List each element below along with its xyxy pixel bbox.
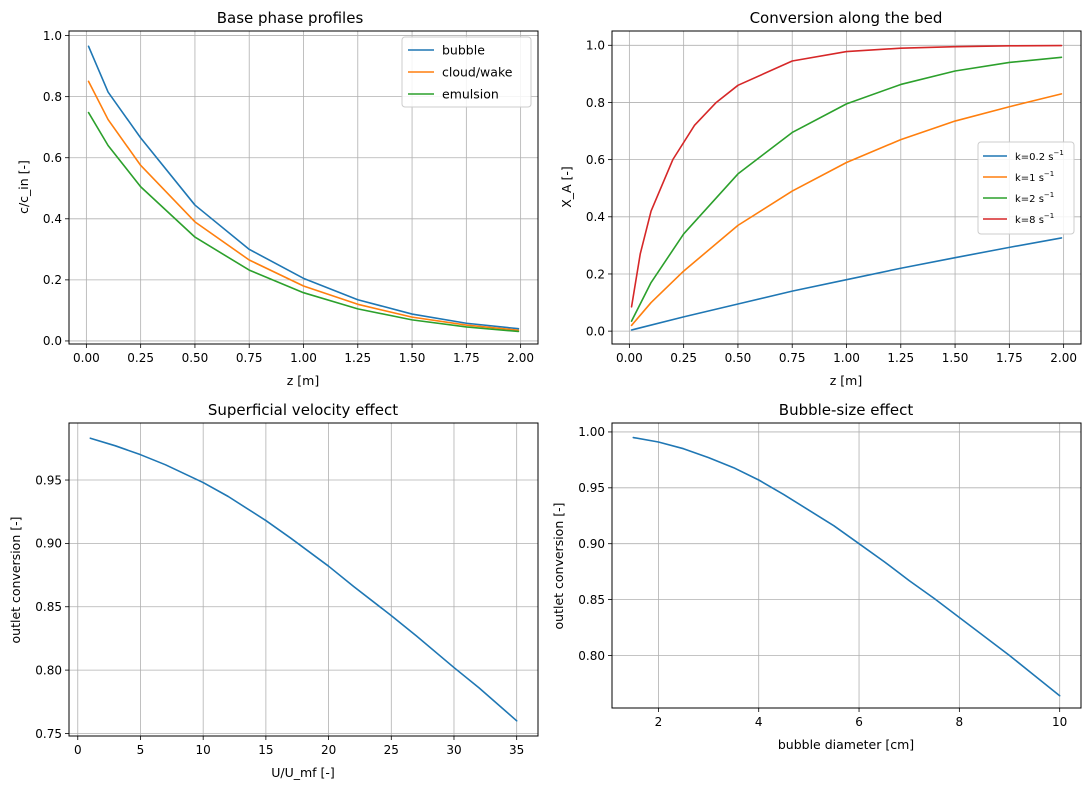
x-tick-label: 1.50 — [942, 351, 969, 365]
x-tick-label: 0.75 — [779, 351, 806, 365]
x-tick-label: 20 — [321, 743, 336, 757]
x-tick-label: 35 — [509, 743, 524, 757]
axes-frame — [611, 422, 1082, 709]
x-axis-label: bubble diameter [cm] — [778, 737, 914, 752]
axes-frame — [68, 422, 539, 737]
chart-title: Superficial velocity effect — [208, 401, 398, 419]
x-tick-label: 8 — [956, 715, 964, 729]
series-line-k-2-s-1 — [630, 56, 1063, 322]
y-axis-label: outlet conversion [-] — [8, 517, 23, 644]
series-line-curve — [89, 437, 518, 722]
legend-entry-cloud-wake: cloud/wake — [442, 65, 513, 80]
series-line-k-0-2-s-1 — [630, 237, 1063, 331]
x-axis-label: U/U_mf [-] — [271, 765, 335, 780]
x-tick-label: 1.75 — [453, 351, 480, 365]
x-axis-label: z [m] — [830, 373, 862, 388]
chart-title: Bubble-size effect — [779, 401, 914, 419]
legend-entry-k-8: k=8 s−1 — [1015, 212, 1054, 226]
y-tick-label: 0.85 — [35, 600, 62, 614]
x-tick-label: 0.75 — [236, 351, 263, 365]
legend-box — [977, 141, 1075, 235]
subplot-base-phase-profiles: Base phase profiles z [m] c/c_in [-] 0.0… — [16, 9, 539, 388]
y-tick-label: 0.85 — [578, 593, 605, 607]
x-tick-label: 0.50 — [182, 351, 209, 365]
y-tick-label: 0.6 — [586, 153, 605, 167]
x-tick-label: 0.00 — [616, 351, 643, 365]
x-tick-label: 2.00 — [1050, 351, 1077, 365]
series-line-k-1-s-1 — [630, 93, 1063, 327]
x-tick-label: 2 — [655, 715, 663, 729]
legend-entry-bubble: bubble — [442, 43, 485, 58]
x-tick-label: 0.25 — [127, 351, 154, 365]
x-axis-label: z [m] — [287, 373, 319, 388]
y-tick-label: 0.8 — [43, 90, 62, 104]
legend-entry-k-2: k=2 s−1 — [1015, 191, 1054, 205]
legend-entry-k-1: k=1 s−1 — [1015, 170, 1054, 184]
subplot-conversion-along-the-bed: Conversion along the bed z [m] X_A [-] 0… — [559, 9, 1082, 388]
legend: k=0.2 s−1 k=1 s−1 k=2 s−1 k=8 s−1 — [977, 141, 1075, 235]
y-axis-label: c/c_in [-] — [16, 160, 31, 214]
y-tick-label: 0.0 — [43, 334, 62, 348]
y-tick-label: 1.00 — [578, 425, 605, 439]
legend: bubble cloud/wake emulsion — [401, 36, 532, 108]
x-tick-label: 1.00 — [290, 351, 317, 365]
x-tick-label: 25 — [384, 743, 399, 757]
x-tick-label: 0 — [74, 743, 82, 757]
x-tick-label: 2.00 — [507, 351, 534, 365]
y-tick-label: 0.6 — [43, 151, 62, 165]
y-tick-label: 0.4 — [43, 212, 62, 226]
x-tick-label: 1.25 — [887, 351, 914, 365]
y-tick-label: 0.90 — [578, 537, 605, 551]
series-line-cloud-wake — [87, 80, 520, 332]
x-tick-label: 1.50 — [399, 351, 426, 365]
x-tick-label: 4 — [755, 715, 763, 729]
series-line-k-8-s-1 — [630, 44, 1063, 308]
series-line-bubble — [87, 45, 520, 330]
x-tick-label: 0.50 — [725, 351, 752, 365]
y-tick-label: 0.2 — [586, 267, 605, 281]
x-tick-label: 0.25 — [670, 351, 697, 365]
y-tick-label: 1.0 — [586, 39, 605, 53]
y-tick-label: 0.2 — [43, 273, 62, 287]
y-tick-label: 0.8 — [586, 96, 605, 110]
chart-title: Conversion along the bed — [750, 9, 943, 27]
x-tick-label: 10 — [1052, 715, 1067, 729]
chart-title: Base phase profiles — [217, 9, 364, 27]
x-tick-label: 0.00 — [73, 351, 100, 365]
series-line-curve — [632, 436, 1061, 697]
y-tick-label: 1.0 — [43, 29, 62, 43]
x-tick-label: 30 — [446, 743, 461, 757]
x-tick-label: 10 — [196, 743, 211, 757]
x-tick-label: 1.00 — [833, 351, 860, 365]
y-axis-label: X_A [-] — [559, 166, 574, 208]
subplot-superficial-velocity-effect: Superficial velocity effect U/U_mf [-] o… — [8, 401, 539, 780]
x-tick-label: 1.25 — [344, 351, 371, 365]
x-tick-label: 6 — [855, 715, 863, 729]
y-tick-label: 0.95 — [35, 473, 62, 487]
y-tick-label: 0.90 — [35, 537, 62, 551]
x-tick-label: 5 — [137, 743, 145, 757]
x-tick-label: 15 — [258, 743, 273, 757]
y-tick-label: 0.4 — [586, 210, 605, 224]
y-tick-label: 0.80 — [578, 649, 605, 663]
series-line-emulsion — [87, 111, 520, 333]
y-axis-label: outlet conversion [-] — [551, 503, 566, 630]
x-tick-label: 1.75 — [996, 351, 1023, 365]
legend-entry-k-0-2: k=0.2 s−1 — [1015, 149, 1064, 163]
y-tick-label: 0.0 — [586, 324, 605, 338]
y-tick-label: 0.95 — [578, 481, 605, 495]
legend-box — [401, 36, 532, 108]
y-tick-label: 0.75 — [35, 727, 62, 741]
legend-entry-emulsion: emulsion — [442, 87, 499, 102]
subplot-bubble-size-effect: Bubble-size effect bubble diameter [cm] … — [551, 401, 1082, 752]
y-tick-label: 0.80 — [35, 663, 62, 677]
